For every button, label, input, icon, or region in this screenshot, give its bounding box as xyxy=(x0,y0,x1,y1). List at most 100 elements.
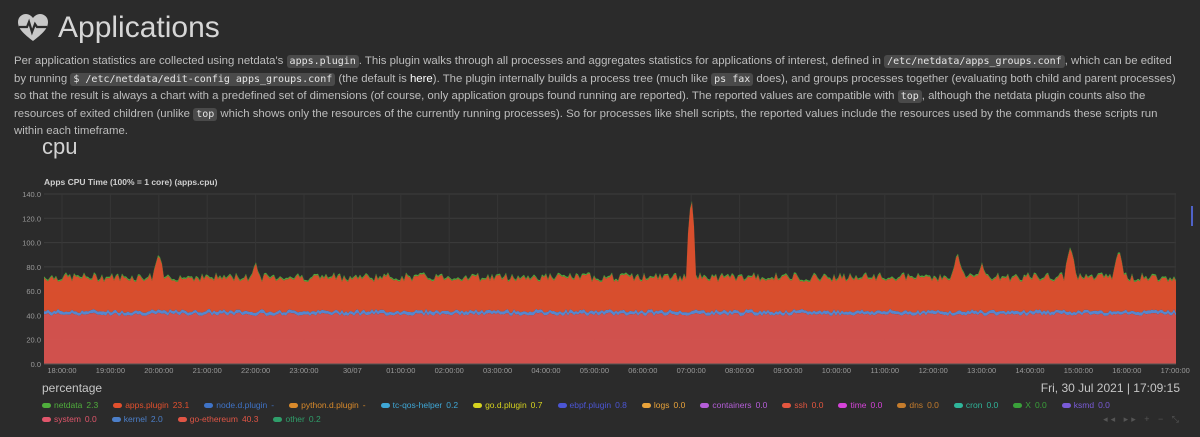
page-title: Applications xyxy=(58,11,220,44)
rewind-button[interactable]: ◂◂ xyxy=(1103,414,1119,424)
x-tick-label: 09:00:00 xyxy=(773,366,802,375)
legend-value: 0.0 xyxy=(755,400,768,410)
legend-item-apps-plugin[interactable]: apps.plugin 23.1 xyxy=(113,398,189,412)
desc-text: (the default is xyxy=(335,72,410,85)
legend-item-netdata[interactable]: netdata 2.3 xyxy=(42,398,98,412)
legend-label: go-ethereum xyxy=(189,414,238,424)
legend-color-swatch xyxy=(42,402,51,408)
forward-button[interactable]: ▸▸ xyxy=(1123,414,1139,424)
code-ps-fax: ps fax xyxy=(711,72,754,86)
legend-item-dns[interactable]: dns 0.0 xyxy=(897,398,939,412)
desc-text: , which can be edited by running xyxy=(14,55,1172,85)
series-area-apps-plugin xyxy=(44,202,1176,314)
x-tick-label: 03:00:00 xyxy=(483,366,512,375)
legend-item-ssh[interactable]: ssh 0.0 xyxy=(782,398,823,412)
x-tick-label: 22:00:00 xyxy=(241,366,270,375)
default-config-link[interactable]: here xyxy=(409,72,433,85)
legend-value: 0.0 xyxy=(673,400,686,410)
legend-item-containers[interactable]: containers 0.0 xyxy=(700,398,767,412)
x-tick-label: 08:00:00 xyxy=(725,366,754,375)
zoom-out-button[interactable]: − xyxy=(1158,414,1167,424)
legend-item-cron[interactable]: cron 0.0 xyxy=(953,398,999,412)
x-tick-label: 14:00:00 xyxy=(1015,366,1044,375)
legend-color-swatch xyxy=(700,402,710,408)
x-tick-label: 06:00:00 xyxy=(628,366,657,375)
x-tick-label: 15:00:00 xyxy=(1064,366,1093,375)
chart-legend: netdata 2.3 apps.plugin 23.1 node.d.plugin - p… xyxy=(42,398,1172,426)
legend-item-go-ethereum[interactable]: go-ethereum 40.3 xyxy=(177,412,259,426)
legend-value: 40.3 xyxy=(241,414,259,424)
code-apps-groups-conf: /etc/netdata/apps_groups.conf xyxy=(884,55,1065,68)
legend-value: - xyxy=(362,400,366,410)
legend-value: 0.2 xyxy=(446,400,459,410)
legend-item-kernel[interactable]: kernel 2.0 xyxy=(111,412,163,426)
legend-value: 0.0 xyxy=(927,400,939,410)
legend-item-ebpf-plugin[interactable]: ebpf.plugin 0.8 xyxy=(557,398,627,412)
x-tick-label: 30/07 xyxy=(343,366,362,375)
x-tick-label: 02:00:00 xyxy=(435,366,464,375)
legend-item-python-d-plugin[interactable]: python.d.plugin - xyxy=(289,398,366,412)
page-description: Per application statistics are collected… xyxy=(14,53,1186,140)
legend-color-swatch xyxy=(897,402,907,408)
legend-color-swatch xyxy=(273,416,283,422)
x-tick-label: 19:00:00 xyxy=(96,366,125,375)
desc-text: ). The plugin internally builds a proces… xyxy=(432,72,712,85)
y-tick-label: 40.0 xyxy=(26,311,41,320)
legend-value: 0.0 xyxy=(870,400,883,410)
y-tick-label: 20.0 xyxy=(26,336,41,345)
legend-item-logs[interactable]: logs 0.0 xyxy=(641,398,686,412)
legend-item-node-d-plugin[interactable]: node.d.plugin - xyxy=(204,398,274,412)
legend-item-x[interactable]: X 0.0 xyxy=(1013,398,1047,412)
page-header: Applications xyxy=(16,10,220,46)
legend-label: tc-qos-helper xyxy=(392,400,443,410)
legend-label: other xyxy=(285,414,305,424)
legend-color-swatch xyxy=(177,416,187,422)
legend-color-swatch xyxy=(1013,402,1023,408)
legend-item-ksmd[interactable]: ksmd 0.0 xyxy=(1061,398,1110,412)
chart-units: percentage xyxy=(42,381,103,395)
chart-timestamp: Fri, 30 Jul 2021 | 17:09:15 xyxy=(1040,381,1180,395)
legend-value: 0.2 xyxy=(308,414,321,424)
cpu-chart[interactable]: 140.0 120.0 100.0 80.0 60.0 40.0 20.0 0.0 18:00:… xyxy=(0,186,1200,381)
y-tick-label: 140.0 xyxy=(22,190,41,199)
legend-value: 2.3 xyxy=(86,400,99,410)
legend-item-go-d-plugin[interactable]: go.d.plugin 0.7 xyxy=(473,398,543,412)
zoom-in-button[interactable]: + xyxy=(1144,414,1153,424)
x-tick-label: 20:00:00 xyxy=(144,366,173,375)
legend-label: kernel xyxy=(123,414,147,424)
legend-value: 0.0 xyxy=(84,414,97,424)
legend-item-tc-qos-helper[interactable]: tc-qos-helper 0.2 xyxy=(380,398,459,412)
legend-label: python.d.plugin xyxy=(301,400,359,410)
legend-color-swatch xyxy=(1061,402,1071,408)
legend-color-swatch xyxy=(838,402,848,408)
legend-label: dns xyxy=(909,400,924,410)
x-tick-label: 18:00:00 xyxy=(47,366,76,375)
legend-item-system[interactable]: system 0.0 xyxy=(42,412,97,426)
legend-label: logs xyxy=(653,400,670,410)
legend-label: ssh xyxy=(794,400,808,410)
legend-item-time[interactable]: time 0.0 xyxy=(838,398,882,412)
legend-label: cron xyxy=(965,400,983,410)
legend-item-other[interactable]: other 0.2 xyxy=(273,412,321,426)
desc-text: does), and groups processes together (ev… xyxy=(14,72,1176,103)
legend-label: containers xyxy=(712,400,752,410)
x-tick-label: 16:00:00 xyxy=(1112,366,1141,375)
x-tick-label: 21:00:00 xyxy=(193,366,222,375)
chart-title: Apps CPU Time (100% = 1 core) (apps.cpu) xyxy=(44,177,218,187)
legend-value: 0.0 xyxy=(811,400,824,410)
code-apps-plugin: apps.plugin xyxy=(286,55,359,68)
x-tick-label: 17:00:00 xyxy=(1161,366,1190,375)
scroll-indicator[interactable] xyxy=(1191,206,1193,226)
x-tick-label: 12:00:00 xyxy=(919,366,948,375)
resize-handle[interactable]: ⤡ xyxy=(1171,414,1182,424)
legend-color-swatch xyxy=(641,402,651,408)
y-tick-label: 120.0 xyxy=(22,214,41,223)
legend-value: 23.1 xyxy=(172,400,190,410)
legend-color-swatch xyxy=(113,402,123,408)
series-area-kernel xyxy=(44,308,1176,316)
legend-label: time xyxy=(850,400,867,410)
desc-text: , although the netdata plugin counts als… xyxy=(14,90,1146,120)
chart-controls: ◂◂ ▸▸ + − ⤡ xyxy=(1103,414,1182,425)
code-top: top xyxy=(193,107,218,121)
legend-value: 0.0 xyxy=(986,400,999,410)
